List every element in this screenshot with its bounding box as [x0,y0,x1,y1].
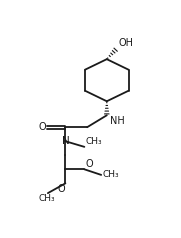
Polygon shape [106,102,108,103]
Text: O: O [39,122,47,132]
Polygon shape [113,47,118,52]
Polygon shape [104,113,110,114]
Text: CH₃: CH₃ [39,194,56,203]
Polygon shape [109,55,111,57]
Text: OH: OH [118,38,133,48]
Polygon shape [104,110,109,112]
Polygon shape [107,57,109,59]
Text: O: O [85,159,93,169]
Polygon shape [105,108,109,109]
Polygon shape [110,52,113,55]
Text: NH: NH [110,116,125,126]
Text: N: N [62,136,69,146]
Polygon shape [112,50,116,54]
Text: O: O [57,183,65,193]
Text: CH₃: CH₃ [102,170,119,179]
Text: CH₃: CH₃ [85,137,102,146]
Polygon shape [106,105,108,106]
